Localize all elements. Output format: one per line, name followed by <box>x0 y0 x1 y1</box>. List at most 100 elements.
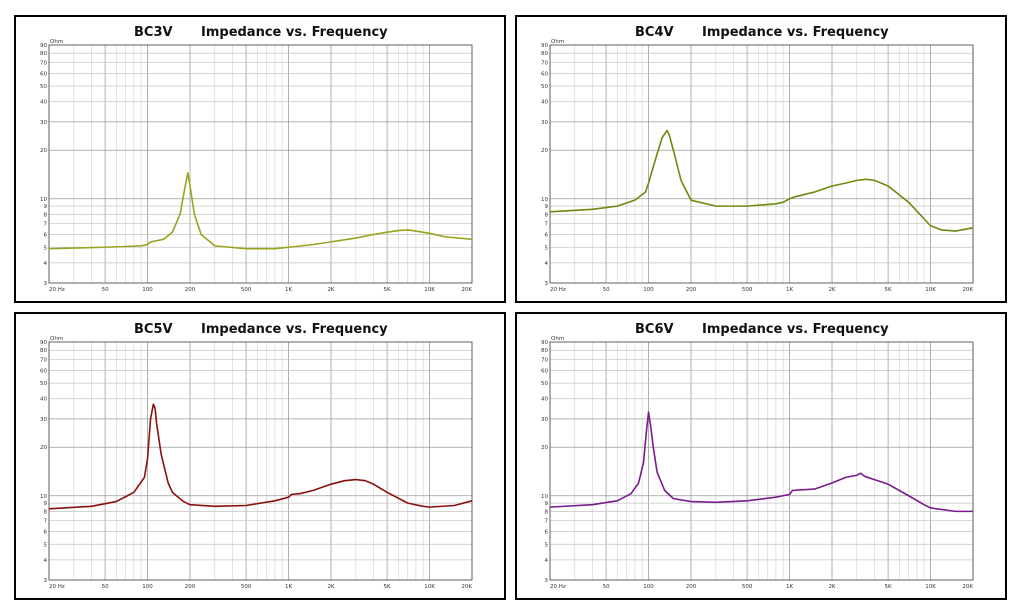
x-tick-label: 1K <box>786 584 793 590</box>
y-tick-label: 7 <box>44 519 48 525</box>
chart-model-label: BC5V <box>134 322 173 337</box>
x-tick-label: 20K <box>461 287 472 293</box>
x-tick-label: 20 Hz <box>550 584 566 590</box>
y-tick-label: 30 <box>541 417 548 423</box>
y-tick-label: 8 <box>545 212 549 218</box>
y-tick-label: 3 <box>44 578 48 584</box>
y-tick-label: 50 <box>541 381 548 387</box>
grid <box>48 341 473 581</box>
grid <box>549 341 974 581</box>
x-tick-label: 2K <box>327 287 334 293</box>
x-tick-label: 10K <box>925 584 936 590</box>
plot-frame <box>48 341 473 581</box>
x-tick-label: 20K <box>962 287 973 293</box>
y-tick-label: 10 <box>40 197 47 203</box>
y-tick-label: 9 <box>545 501 549 507</box>
x-tick-label: 200 <box>185 287 196 293</box>
y-tick-label: 6 <box>44 529 48 535</box>
y-tick-label: 20 <box>40 445 47 451</box>
chart-svg-bc5v: BC5V Impedance vs. Frequency 90 80 70 60 50 40 3… <box>40 322 473 590</box>
y-tick-label: 5 <box>545 245 549 251</box>
y-tick-label: 40 <box>40 100 47 106</box>
y-tick-label: 60 <box>541 71 548 77</box>
x-tick-label: 2K <box>828 287 835 293</box>
x-tick-label: 50 <box>603 287 610 293</box>
y-tick-label: 60 <box>541 368 548 374</box>
y-tick-label: 10 <box>541 197 548 203</box>
x-tick-label: 500 <box>742 287 753 293</box>
chart-model-label: BC6V <box>635 322 674 337</box>
chart-svg-bc4v: BC4V Impedance vs. Frequency 90 80 70 60 50 40 3… <box>541 25 974 293</box>
x-tick-label: 1K <box>786 287 793 293</box>
y-tick-label: 20 <box>40 148 47 154</box>
y-tick-label: 6 <box>545 232 549 238</box>
y-tick-label: 40 <box>40 397 47 403</box>
plot-frame <box>549 341 974 581</box>
y-unit-label: Ohm <box>551 39 564 45</box>
x-tick-label: 50 <box>102 287 109 293</box>
x-tick-label: 200 <box>686 287 697 293</box>
y-tick-label: 60 <box>40 368 47 374</box>
y-tick-label: 80 <box>541 51 548 57</box>
y-tick-label: 50 <box>40 84 47 90</box>
y-tick-label: 40 <box>541 397 548 403</box>
chart-title: Impedance vs. Frequency <box>702 25 889 40</box>
y-tick-label: 10 <box>40 494 47 500</box>
y-tick-label: 70 <box>40 358 47 364</box>
y-unit-label: Ohm <box>50 39 63 45</box>
x-tick-label: 5K <box>885 287 892 293</box>
y-tick-label: 20 <box>541 148 548 154</box>
y-tick-label: 10 <box>541 494 548 500</box>
x-tick-label: 500 <box>241 584 252 590</box>
y-tick-label: 80 <box>541 348 548 354</box>
y-tick-label: 20 <box>541 445 548 451</box>
x-tick-label: 2K <box>828 584 835 590</box>
x-tick-label: 50 <box>603 584 610 590</box>
chart-svg-bc6v: BC6V Impedance vs. Frequency 90 80 70 60 50 40 3… <box>541 322 974 590</box>
y-tick-label: 4 <box>545 261 549 267</box>
grid <box>549 44 974 284</box>
x-tick-label: 100 <box>643 584 654 590</box>
y-tick-label: 30 <box>40 120 47 126</box>
chart-panel-bc3v: BC3V Impedance vs. Frequency 90 80 70 60 50 40 3… <box>14 15 506 303</box>
y-tick-label: 9 <box>545 204 549 210</box>
x-tick-label: 2K <box>327 584 334 590</box>
x-tick-label: 5K <box>885 584 892 590</box>
chart-model-label: BC4V <box>635 25 674 40</box>
y-tick-label: 70 <box>541 358 548 364</box>
x-tick-label: 50 <box>102 584 109 590</box>
x-tick-label: 20 Hz <box>550 287 566 293</box>
x-tick-label: 100 <box>142 584 153 590</box>
y-tick-label: 7 <box>44 222 48 228</box>
x-tick-label: 20 Hz <box>49 287 65 293</box>
x-tick-label: 500 <box>742 584 753 590</box>
y-tick-label: 90 <box>40 340 47 346</box>
x-tick-label: 10K <box>925 287 936 293</box>
x-tick-label: 200 <box>686 584 697 590</box>
x-tick-label: 1K <box>285 287 292 293</box>
y-tick-label: 50 <box>40 381 47 387</box>
y-tick-label: 9 <box>44 204 48 210</box>
x-tick-label: 200 <box>185 584 196 590</box>
y-tick-label: 4 <box>545 558 549 564</box>
x-tick-label: 10K <box>424 287 435 293</box>
x-tick-label: 1K <box>285 584 292 590</box>
impedance-series-line <box>549 411 973 513</box>
x-tick-label: 5K <box>384 287 391 293</box>
x-tick-label: 20K <box>461 584 472 590</box>
chart-panel-bc5v: BC5V Impedance vs. Frequency 90 80 70 60 50 40 3… <box>14 312 506 600</box>
y-tick-label: 9 <box>44 501 48 507</box>
y-tick-label: 70 <box>40 61 47 67</box>
y-tick-label: 80 <box>40 51 47 57</box>
x-tick-label: 10K <box>424 584 435 590</box>
y-tick-label: 4 <box>44 558 48 564</box>
y-tick-label: 8 <box>44 212 48 218</box>
x-tick-label: 20K <box>962 584 973 590</box>
chart-svg-bc3v: BC3V Impedance vs. Frequency 90 80 70 60 50 40 3… <box>40 25 473 293</box>
y-tick-label: 70 <box>541 61 548 67</box>
plot-frame <box>48 44 473 284</box>
y-tick-label: 5 <box>545 542 549 548</box>
chart-title: Impedance vs. Frequency <box>201 25 388 40</box>
x-tick-label: 500 <box>241 287 252 293</box>
impedance-series-line <box>48 403 473 510</box>
